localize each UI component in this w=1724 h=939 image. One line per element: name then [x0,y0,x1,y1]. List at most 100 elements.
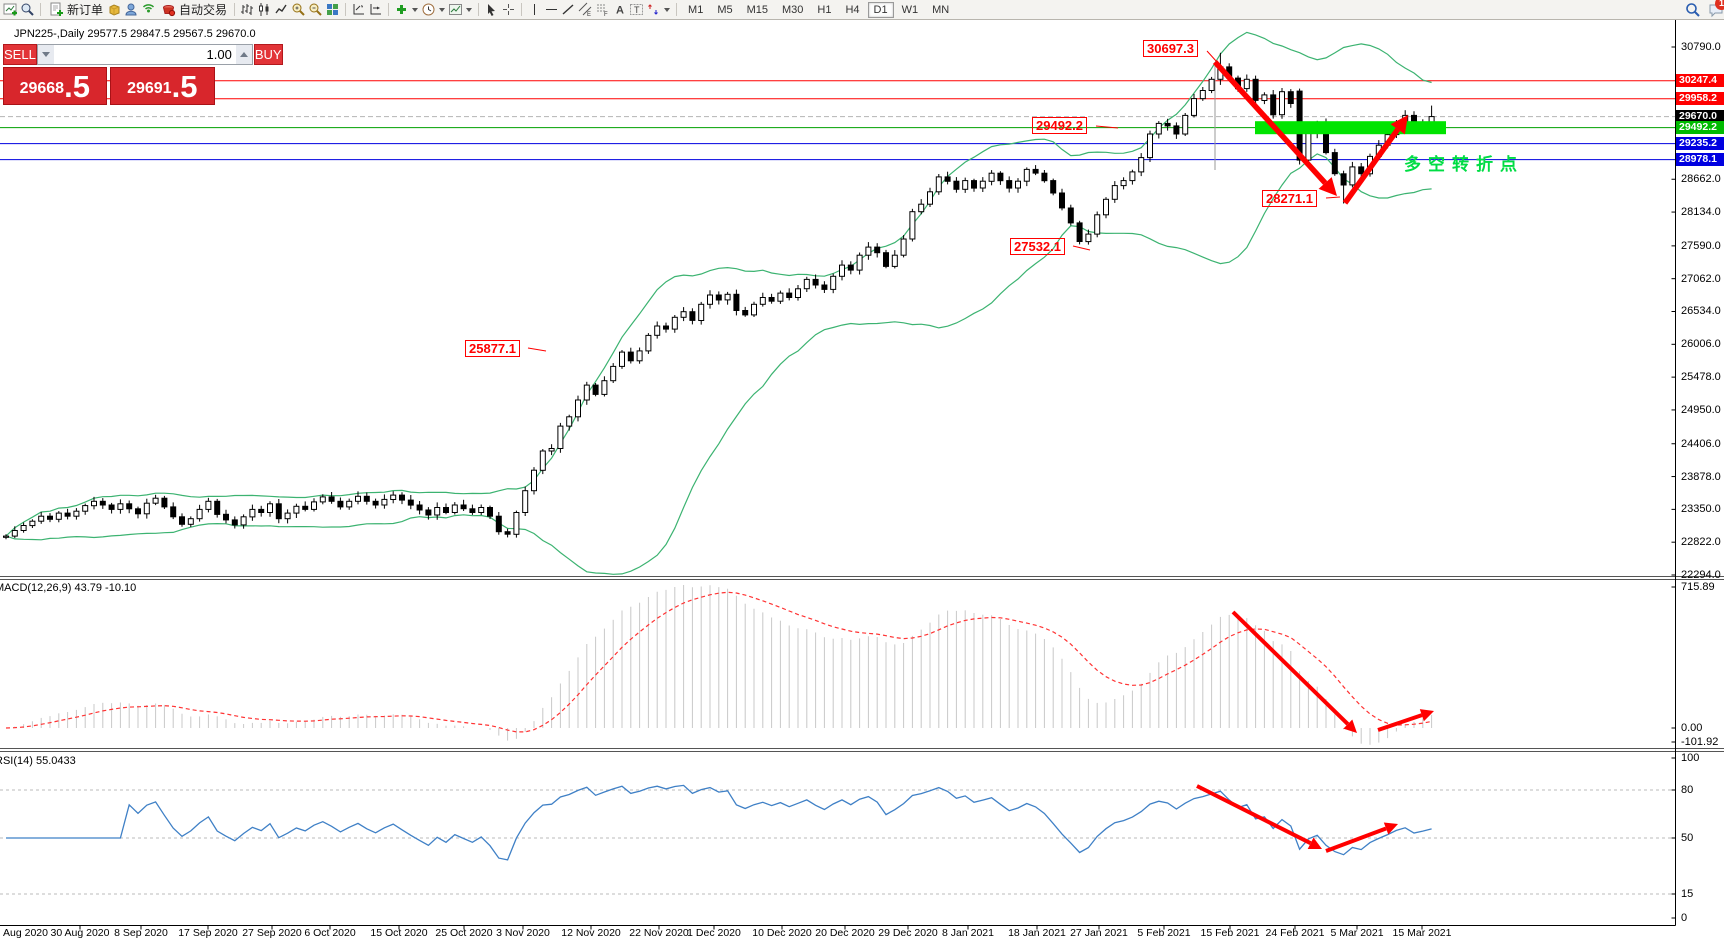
crosshair-icon[interactable] [500,1,517,18]
equidistant-channel-icon[interactable]: E [577,1,594,18]
fibonacci-icon[interactable]: F [594,1,611,18]
horizontal-line-icon[interactable] [543,1,560,18]
volume-increase-button[interactable] [235,45,252,64]
triangle-down-icon [41,52,50,57]
price-level-badge: 29492.2 [1676,121,1724,135]
search-icon[interactable] [1684,1,1701,18]
chart-profiles-icon[interactable] [19,1,36,18]
date-axis-label: 15 Mar 2021 [1392,927,1452,939]
chart-shift-icon[interactable] [367,1,384,18]
price-axis-tick: 30790.0 [1681,41,1721,53]
arrows-tool-caret[interactable] [664,7,671,12]
timeframe-M1[interactable]: M1 [688,3,704,16]
price-axis-tick: 22294.0 [1681,569,1721,581]
indicators-caret[interactable] [412,7,419,12]
text-icon[interactable]: A [611,1,628,18]
date-axis-label: 15 Feb 2021 [1200,927,1260,939]
timeframe-D1[interactable]: D1 [867,1,894,18]
buy-price-fraction: 5 [180,69,198,104]
timeframe-bar: M1 M5 M15 M30 H1 H4 D1 W1 MN [681,1,956,18]
volume-input[interactable] [53,45,236,64]
price-axis-tick: 27062.0 [1681,272,1721,285]
svg-text:T: T [634,5,640,15]
price-axis-tick: 22822.0 [1681,536,1721,549]
new-chart-icon[interactable] [2,1,19,18]
buy-price-display[interactable]: 29691. 5 [109,67,215,105]
price-level-badge: 29958.2 [1676,92,1724,106]
periods-caret[interactable] [439,7,446,12]
date-axis-label: 29 Dec 2020 [878,927,938,939]
date-axis-label: 17 Sep 2020 [178,927,238,939]
price-level-badge: 28978.1 [1676,153,1724,167]
date-axis-label: 27 Sep 2020 [242,927,302,939]
zoom-in-icon[interactable] [290,1,307,18]
price-axis-tick: 26534.0 [1681,305,1721,318]
date-axis-label: 10 Dec 2020 [752,927,812,939]
candle-chart-icon[interactable] [256,1,273,18]
timeframe-MN[interactable]: MN [932,3,950,16]
price-axis-tick: 24950.0 [1681,403,1721,416]
market-icon[interactable] [123,1,140,18]
buy-price-main: 29691 [127,80,172,97]
sell-price-main: 29668 [19,80,65,97]
price-axis-tick: 23350.0 [1681,503,1721,516]
macd-axis-tick: -101.92 [1681,736,1719,748]
tile-windows-icon[interactable] [324,1,341,18]
vertical-line-icon[interactable] [526,1,543,18]
chart-canvas[interactable] [0,20,1724,939]
rsi-axis-tick: 0 [1681,912,1688,924]
bar-chart-icon[interactable] [239,1,256,18]
date-axis-label: 25 Oct 2020 [435,927,493,939]
chart-symbol-title: JPN225-,Daily 29577.5 29847.5 29567.5 29… [14,28,256,40]
date-axis-label: 20 Dec 2020 [815,927,875,939]
line-chart-icon[interactable] [273,1,290,18]
svg-text:A: A [616,5,624,17]
rsi-pane-label: RSI(14) 55.0433 [0,755,76,767]
zoom-out-icon[interactable] [307,1,324,18]
new-order-icon [48,1,65,18]
date-axis-label: 22 Nov 2020 [629,927,689,939]
date-axis-label: 6 Oct 2020 [304,927,356,939]
triangle-up-icon [239,52,248,57]
autotrade-button[interactable]: 自动交易 [157,1,230,18]
indicators-icon[interactable] [393,1,410,18]
periods-icon[interactable] [420,1,437,18]
date-axis-label: Aug 2020 [3,927,48,939]
auto-scroll-icon[interactable] [350,1,367,18]
date-axis-label: 5 Mar 2021 [1330,927,1384,939]
date-axis-label: 30 Aug 2020 [50,927,110,939]
macd-pane-label: MACD(12,26,9) 43.79 -10.10 [0,582,137,594]
buy-button[interactable]: BUY [253,44,283,65]
price-level-badge: 29235.2 [1676,137,1724,151]
timeframe-M5[interactable]: M5 [717,3,733,16]
timeframe-W1[interactable]: W1 [901,3,919,16]
timeframe-M30[interactable]: M30 [782,3,804,16]
timeframe-H4[interactable]: H4 [845,3,860,16]
date-axis-label: 8 Sep 2020 [114,927,168,939]
price-axis-tick: 24406.0 [1681,437,1721,450]
cube-icon[interactable] [106,1,123,18]
cursor-icon[interactable] [483,1,500,18]
main-toolbar: 新订单 自动交易 E F A T [0,0,1724,20]
templates-caret[interactable] [466,7,473,12]
chat-icon[interactable]: 1 [1707,0,1724,18]
macd-axis-tick: 0.00 [1681,722,1703,734]
chart-area[interactable]: JPN225-,Daily 29577.5 29847.5 29567.5 29… [0,20,1724,939]
sell-button[interactable]: SELL [3,44,37,65]
rsi-axis-tick: 50 [1681,832,1694,844]
templates-icon[interactable] [447,1,464,18]
autotrade-icon [160,1,177,18]
notification-badge: 1 [1715,0,1724,10]
rsi-axis-tick: 15 [1681,888,1694,900]
price-axis-tick: 23878.0 [1681,470,1721,483]
signals-icon[interactable] [140,1,157,18]
timeframe-M15[interactable]: M15 [746,3,768,16]
sell-price-display[interactable]: 29668. 5 [3,67,107,105]
new-order-button[interactable]: 新订单 [45,1,106,18]
volume-decrease-button[interactable] [37,45,54,64]
timeframe-H1[interactable]: H1 [817,3,832,16]
text-label-icon[interactable]: T [628,1,645,18]
trendline-icon[interactable] [560,1,577,18]
svg-text:F: F [604,12,608,17]
arrows-tool-icon[interactable] [645,1,662,18]
